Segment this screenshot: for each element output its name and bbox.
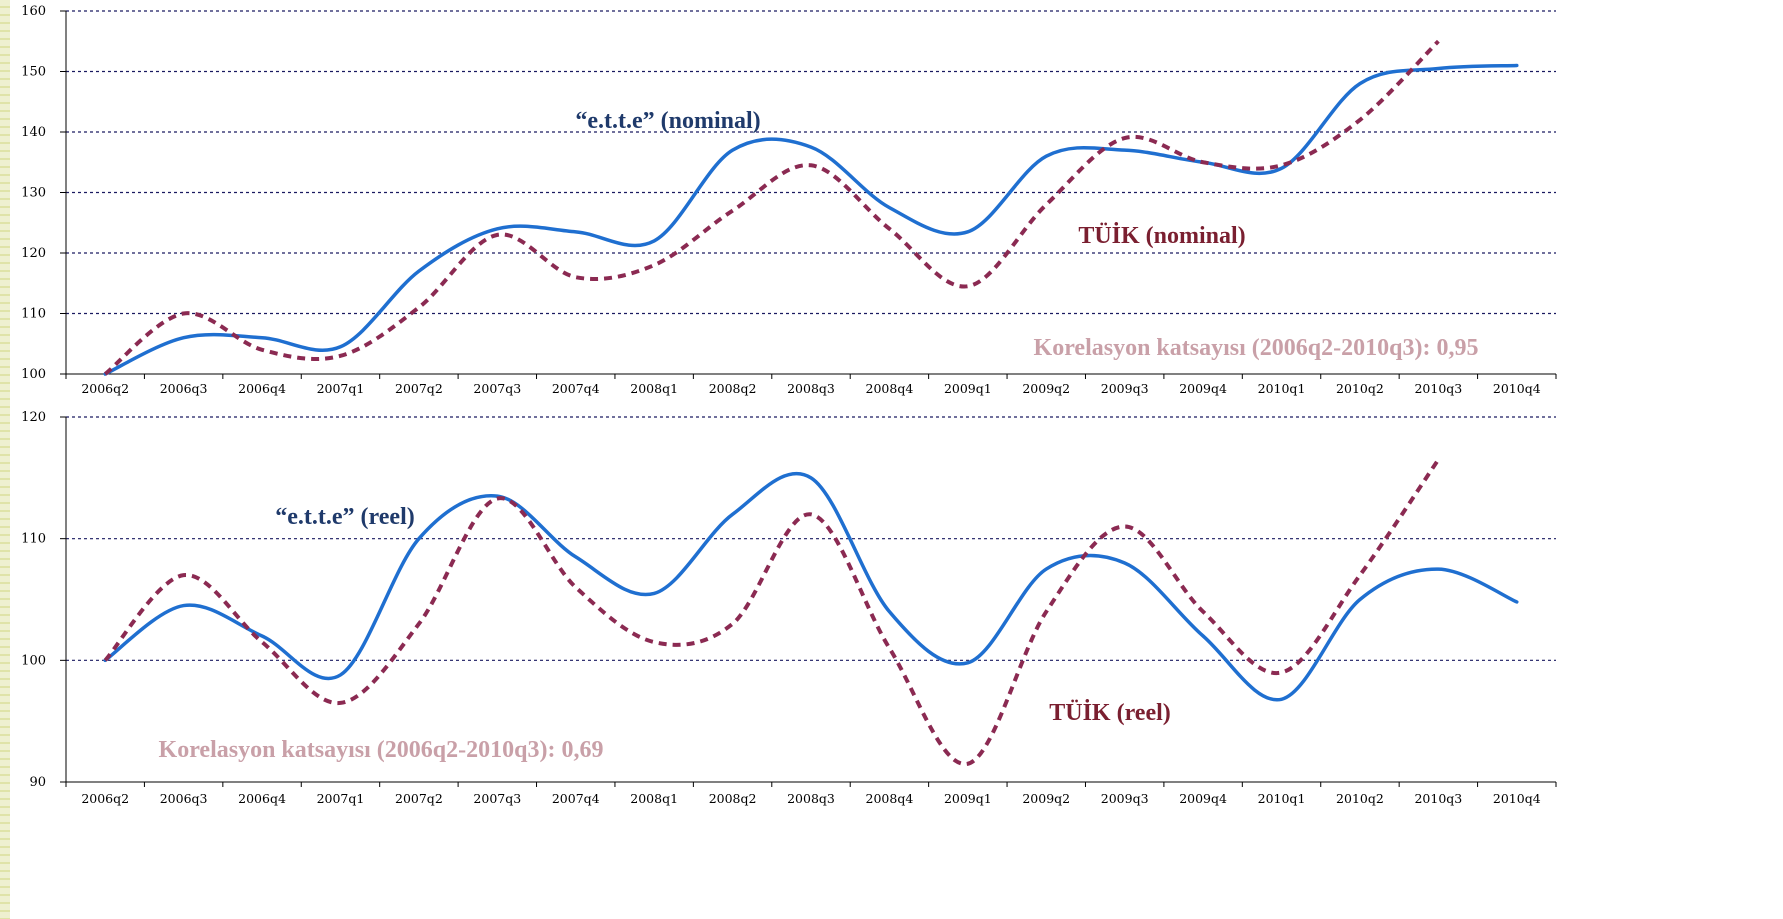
series-line-tuik [103, 39, 1440, 376]
x-tick-label: 2007q2 [395, 381, 443, 396]
y-tick-label: 150 [21, 65, 46, 80]
x-tick-label: 2008q3 [787, 381, 835, 396]
y-tick-label: 130 [21, 186, 46, 201]
correlation-top-label: Korelasyon katsayısı (2006q2-2010q3): 0,… [1034, 335, 1479, 361]
x-tick-label: 2007q3 [473, 381, 521, 396]
x-tick-label: 2009q4 [1179, 381, 1227, 396]
x-tick-label: 2006q3 [160, 381, 208, 396]
x-tick-label: 2006q4 [238, 381, 286, 396]
x-tick-label: 2009q3 [1101, 381, 1149, 396]
x-tick-label: 2009q3 [1101, 791, 1149, 806]
series-line-ette [103, 63, 1519, 376]
x-tick-label: 2008q4 [866, 381, 914, 396]
y-tick-label: 120 [21, 410, 46, 425]
x-tick-label: 2010q4 [1493, 381, 1541, 396]
series-line-tuik [103, 458, 1441, 766]
y-tick-label: 120 [21, 246, 46, 261]
x-tick-label: 2007q1 [317, 381, 365, 396]
y-tick-label: 110 [21, 532, 46, 547]
y-tick-label: 140 [21, 125, 46, 140]
x-tick-label: 2009q1 [944, 381, 992, 396]
ette-real-label: “e.t.t.e” (reel) [275, 504, 414, 530]
x-tick-label: 2008q4 [866, 791, 914, 806]
x-tick-label: 2006q2 [81, 381, 129, 396]
x-tick-label: 2010q2 [1336, 381, 1384, 396]
bottom-chart-real: 90 100 110 120 2006q2 2006q3 2006q4 2007q1 2007q… [21, 410, 1557, 806]
x-tick-label: 2009q2 [1022, 791, 1070, 806]
x-tick-label: 2008q3 [787, 791, 835, 806]
x-tick-label: 2007q1 [317, 791, 365, 806]
x-tick-label: 2007q3 [473, 791, 521, 806]
slide-edge-strip [0, 0, 10, 919]
x-tick-label: 2008q1 [630, 381, 678, 396]
x-tick-label: 2010q1 [1258, 381, 1306, 396]
ette-nominal-label: “e.t.t.e” (nominal) [575, 108, 760, 134]
x-tick-label: 2008q1 [630, 791, 678, 806]
x-tick-label: 2010q2 [1336, 791, 1384, 806]
x-tick-label: 2006q3 [160, 791, 208, 806]
x-tick-label: 2007q4 [552, 791, 600, 806]
top-chart-nominal: 100 110 120 130 140 150 160 2006q2 2006q3 2006q4 2… [21, 4, 1557, 396]
x-tick-label: 2009q4 [1179, 791, 1227, 806]
x-tick-label: 2006q4 [238, 791, 286, 806]
x-tick-label: 2010q3 [1414, 791, 1462, 806]
tuik-real-label: TÜİK (reel) [1049, 700, 1171, 726]
y-tick-label: 90 [29, 775, 46, 790]
y-tick-label: 110 [21, 307, 46, 322]
x-tick-label: 2010q1 [1258, 791, 1306, 806]
x-tick-label: 2010q3 [1414, 381, 1462, 396]
tuik-nominal-label: TÜİK (nominal) [1078, 223, 1245, 249]
x-tick-label: 2007q4 [552, 381, 600, 396]
y-tick-label: 100 [21, 367, 46, 382]
x-tick-label: 2009q1 [944, 791, 992, 806]
series-line-ette [103, 471, 1519, 702]
correlation-bottom-label: Korelasyon katsayısı (2006q2-2010q3): 0,… [159, 737, 604, 763]
x-tick-label: 2006q2 [81, 791, 129, 806]
x-tick-label: 2008q2 [709, 381, 757, 396]
x-tick-label: 2010q4 [1493, 791, 1541, 806]
x-tick-label: 2007q2 [395, 791, 443, 806]
x-tick-label: 2008q2 [709, 791, 757, 806]
x-tick-label: 2009q2 [1022, 381, 1070, 396]
y-tick-label: 100 [21, 653, 46, 668]
y-tick-label: 160 [21, 4, 46, 19]
